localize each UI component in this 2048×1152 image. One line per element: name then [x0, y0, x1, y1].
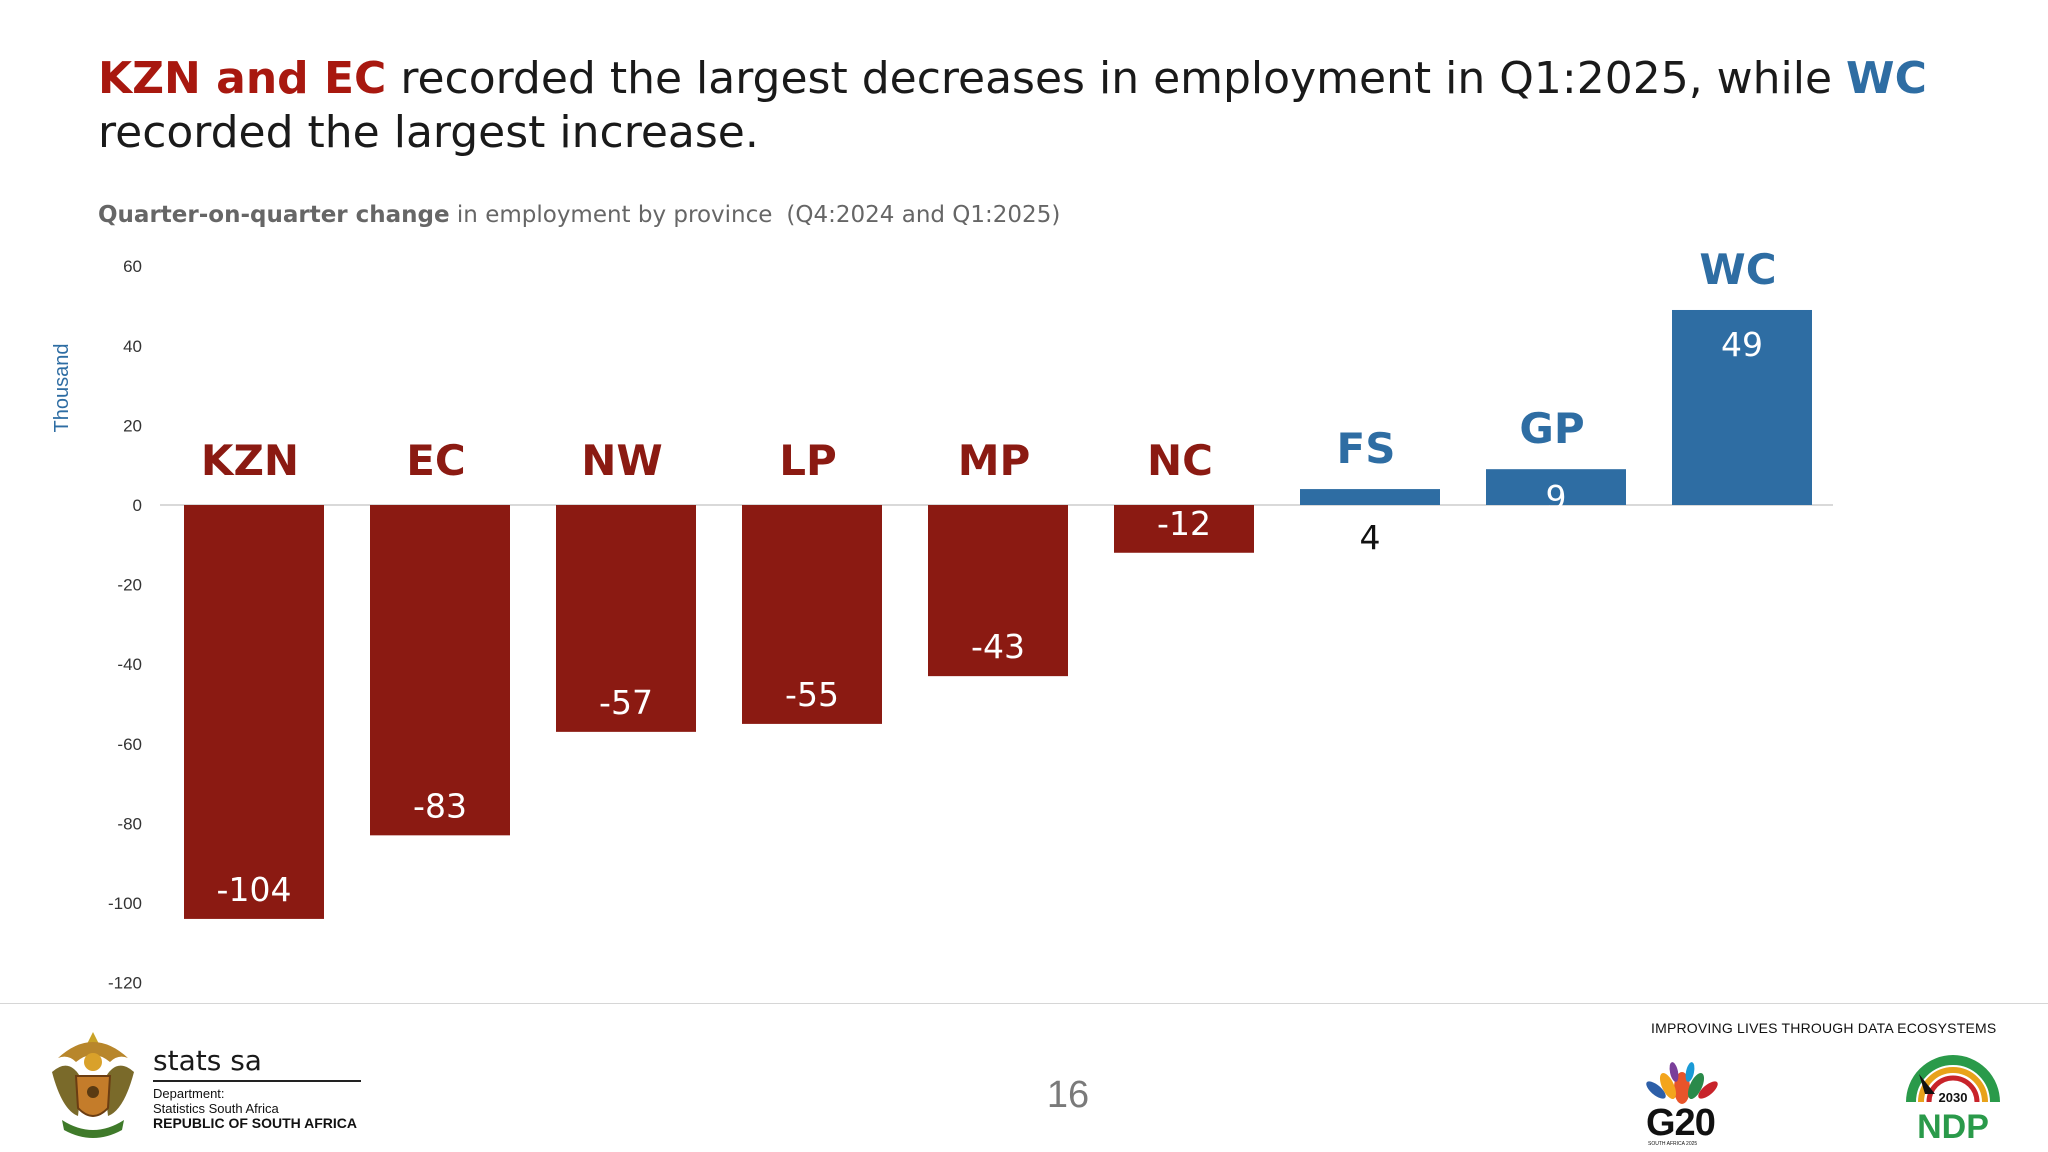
- ndp-wordmark: NDP: [1917, 1108, 1989, 1144]
- department-text: Department: Statistics South Africa REPU…: [153, 1086, 357, 1131]
- g20-flower-icon: [1646, 1062, 1718, 1104]
- subtitle-period: (Q4:2024 and Q1:2025): [786, 202, 1061, 228]
- dept-line-3: REPUBLIC OF SOUTH AFRICA: [153, 1115, 358, 1131]
- data-label: 4: [1360, 518, 1381, 557]
- subtitle-rest: in employment by province: [449, 202, 773, 228]
- category-label: WC: [1699, 245, 1776, 294]
- data-label: 49: [1721, 325, 1763, 364]
- y-tick-label: -120: [108, 974, 142, 993]
- dept-line-1: Department:: [153, 1086, 225, 1101]
- stats-sa-wordmark: stats sa: [153, 1044, 262, 1077]
- subtitle-bold: Quarter-on-quarter change: [98, 202, 450, 228]
- y-tick-label: 20: [123, 416, 142, 435]
- ndp-year-text: 2030: [1939, 1090, 1968, 1105]
- bar-fs: [1300, 489, 1440, 505]
- y-axis-label: Thousand: [51, 344, 73, 433]
- slide-headline: KZN and EC recorded the largest decrease…: [98, 52, 1978, 160]
- headline-highlight-decrease: KZN and EC: [98, 53, 387, 104]
- headline-highlight-increase: WC: [1846, 53, 1927, 104]
- y-tick-label: -40: [117, 655, 142, 674]
- bar-ec: [370, 505, 510, 836]
- category-label: EC: [406, 436, 466, 485]
- category-label: NW: [581, 436, 662, 485]
- headline-text-2: recorded the largest increase.: [98, 107, 759, 158]
- category-label: MP: [958, 436, 1031, 485]
- employment-bar-chart: 60 40 20 0 -20 -40 -60 -80 -100 -120 Thousand KZN -1…: [51, 245, 1833, 993]
- g20-wordmark: G20: [1646, 1102, 1716, 1144]
- data-label: -12: [1157, 504, 1211, 543]
- bar-lp: [742, 505, 882, 724]
- coat-of-arms-logo: [52, 1032, 134, 1138]
- bar-mp: [928, 505, 1068, 677]
- g20-subtext: SOUTH AFRICA 2025: [1648, 1141, 1698, 1147]
- stats-sa-rule: [153, 1080, 361, 1082]
- bar-gp: [1486, 469, 1626, 505]
- ndp-2030-logo: 2030 NDP: [1906, 1055, 2000, 1144]
- y-tick-label: -80: [117, 814, 142, 833]
- bar-nw: [556, 505, 696, 732]
- data-label: -104: [217, 870, 292, 909]
- category-label: NC: [1147, 436, 1213, 485]
- y-tick-label: -60: [117, 735, 142, 754]
- category-label: LP: [779, 436, 837, 485]
- data-label: -55: [785, 675, 839, 714]
- dept-line-2: Statistics South Africa: [153, 1101, 279, 1116]
- footer-divider: [0, 1003, 2048, 1004]
- y-tick-label: -20: [117, 576, 142, 595]
- headline-text-1: recorded the largest decreases in employ…: [386, 53, 1847, 104]
- data-label: -83: [413, 786, 467, 825]
- data-label: -43: [971, 627, 1025, 666]
- category-label: GP: [1519, 404, 1584, 453]
- bar-kzn: [184, 505, 324, 919]
- data-label: 9: [1546, 478, 1567, 517]
- page-number: 16: [1046, 1074, 1090, 1116]
- bar-nc: [1114, 505, 1254, 553]
- bar-wc: [1672, 309, 1812, 505]
- data-label: -57: [599, 683, 653, 722]
- category-label: FS: [1337, 424, 1396, 473]
- y-tick-label: 60: [123, 257, 142, 276]
- y-tick-label: 0: [133, 496, 142, 515]
- category-label: KZN: [201, 436, 299, 485]
- y-tick-label: 40: [123, 337, 142, 356]
- footer-tagline: IMPROVING LIVES THROUGH DATA ECOSYSTEMS: [1651, 1020, 1997, 1036]
- chart-subtitle: Quarter-on-quarter change in employment …: [98, 202, 1060, 228]
- y-tick-label: -100: [108, 894, 142, 913]
